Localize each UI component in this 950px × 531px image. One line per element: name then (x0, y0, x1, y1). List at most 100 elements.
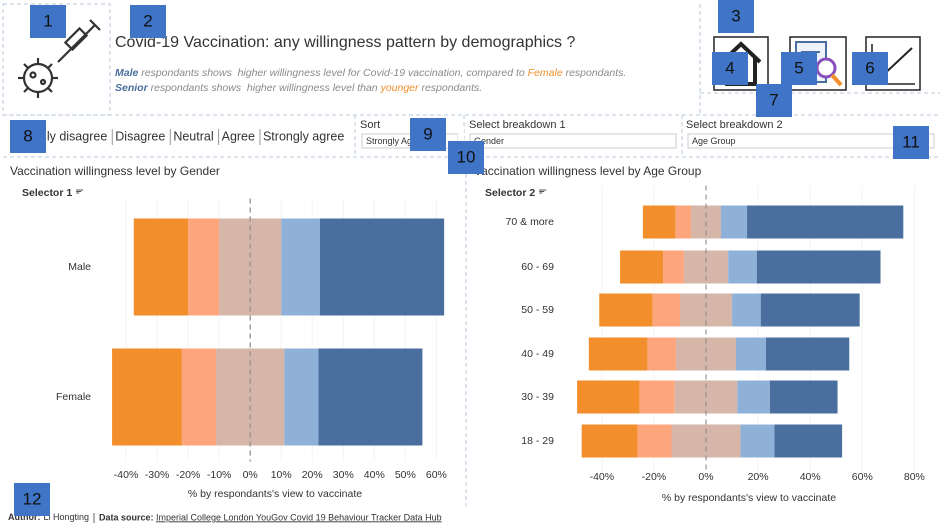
x-tick-label: 40% (800, 471, 821, 483)
annotation-number: 12 (23, 489, 42, 508)
annotation-box (10, 120, 46, 153)
x-tick-label: 50% (395, 469, 416, 481)
legend-item: Agree (222, 129, 255, 143)
x-axis-label: % by respondants's view to vaccinate (188, 488, 362, 500)
bar-segment (320, 218, 445, 316)
annotation-box (781, 52, 817, 85)
dropdown-value[interactable]: Gender (474, 136, 504, 146)
annotation-marker: 5 (781, 52, 817, 85)
bar-segment (599, 293, 653, 327)
y-tick-label: 30 - 39 (521, 391, 554, 403)
x-tick-label: -30% (145, 469, 170, 481)
annotation-box (130, 5, 166, 38)
x-tick-label: 20% (302, 469, 323, 481)
bar-segment (281, 218, 320, 316)
bar-segment (721, 205, 748, 239)
footer-label: Author: (8, 512, 41, 522)
annotation-number: 8 (23, 126, 32, 145)
bar-segment (133, 218, 189, 316)
bar-segment (188, 218, 220, 316)
bar-segment (620, 250, 664, 284)
annotation-box (718, 0, 754, 33)
source-link[interactable]: Imperial College London YouGov Covid 19 … (156, 512, 442, 522)
annotation-marker: 6 (852, 52, 888, 85)
footer-author: Li Hongting (44, 512, 90, 522)
note-highlight: younger (380, 82, 419, 94)
bar-segment (735, 337, 766, 371)
note-highlight: Senior (115, 82, 149, 94)
annotation-marker: 2 (130, 5, 166, 38)
note: Male respondants shows higher willingnes… (115, 67, 626, 79)
x-tick-label: 60% (426, 469, 447, 481)
x-axis-label: % by respondants's view to vaccinate (662, 492, 836, 504)
x-tick-label: -40% (114, 469, 139, 481)
bar-segment (112, 348, 182, 446)
logo-icon (18, 19, 101, 98)
annotation-number: 7 (769, 90, 778, 109)
charts: Vaccination willingness level by Gender S… (10, 164, 925, 504)
legend-item: Strongly agree (263, 129, 344, 143)
bar-segment (769, 380, 838, 414)
bar-segment (652, 293, 680, 327)
legend-item: Neutral (173, 129, 213, 143)
dashboard-title: Covid-19 Vaccination: any willingness pa… (115, 34, 576, 51)
chart-title: Vaccination willingness level by Gender (10, 164, 220, 178)
x-tick-label: 10% (271, 469, 292, 481)
annotation-marker: 8 (10, 120, 46, 153)
y-tick-label: 40 - 49 (521, 348, 554, 360)
bar-segment (756, 250, 881, 284)
x-tick-label: -40% (590, 471, 615, 483)
annotation-marker: 1 (30, 5, 66, 38)
annotation-marker: 7 (756, 84, 792, 117)
x-tick-label: 80% (904, 471, 925, 483)
bar-segment (639, 380, 675, 414)
bar-segment (737, 380, 770, 414)
bar-segment (581, 424, 638, 458)
annotation-box (852, 52, 888, 85)
annotation-box (14, 483, 50, 516)
annotation-number: 2 (143, 11, 152, 30)
note-text: respondants. (563, 67, 627, 79)
dropdown-value[interactable]: Strongly Agree (366, 136, 425, 146)
annotation-marker: 12 (14, 483, 50, 516)
note-text: respondants. (419, 82, 483, 94)
annotation-marker: 4 (712, 52, 748, 85)
bar-segment (284, 348, 319, 446)
note-highlight: Female (528, 67, 563, 79)
bar-segment (577, 380, 640, 414)
control-mask (458, 128, 464, 152)
dropdown-value[interactable]: Age Group (692, 136, 736, 146)
control-label: Sort (360, 119, 380, 131)
annotation-marker: 10 (448, 141, 484, 174)
y-tick-label: Female (56, 391, 91, 403)
footer: Author: Li Hongting (8, 512, 89, 522)
annotation-number: 5 (794, 58, 803, 77)
bar-segment (732, 293, 761, 327)
bar-segment (675, 205, 692, 239)
x-tick-label: 30% (333, 469, 354, 481)
legend: Strongly disagree Disagree Neutral Agree Str… (10, 129, 344, 145)
annotation-box (893, 126, 929, 159)
bar-segment (647, 337, 677, 371)
bar-segment (181, 348, 217, 446)
note-highlight: Male (115, 67, 139, 79)
bar-segment (747, 205, 904, 239)
annotation-marker: 9 (410, 118, 446, 151)
annotation-marker: 11 (893, 126, 929, 159)
x-tick-label: 40% (364, 469, 385, 481)
x-tick-label: -10% (207, 469, 232, 481)
dropdown[interactable]: Age Group (687, 133, 935, 149)
x-tick-label: 0% (698, 471, 713, 483)
bar-segment (588, 337, 648, 371)
note-text: respondants shows higher willingness lev… (148, 82, 381, 94)
dropdown[interactable]: Gender (469, 133, 677, 149)
annotation-number: 4 (725, 58, 734, 77)
annotation-box (448, 141, 484, 174)
bar-segment (728, 250, 757, 284)
annotation-number: 6 (865, 58, 874, 77)
bar-segment (740, 424, 775, 458)
annotation-number: 11 (902, 132, 920, 151)
annotation-number: 9 (423, 124, 432, 143)
bar-segment (774, 424, 843, 458)
